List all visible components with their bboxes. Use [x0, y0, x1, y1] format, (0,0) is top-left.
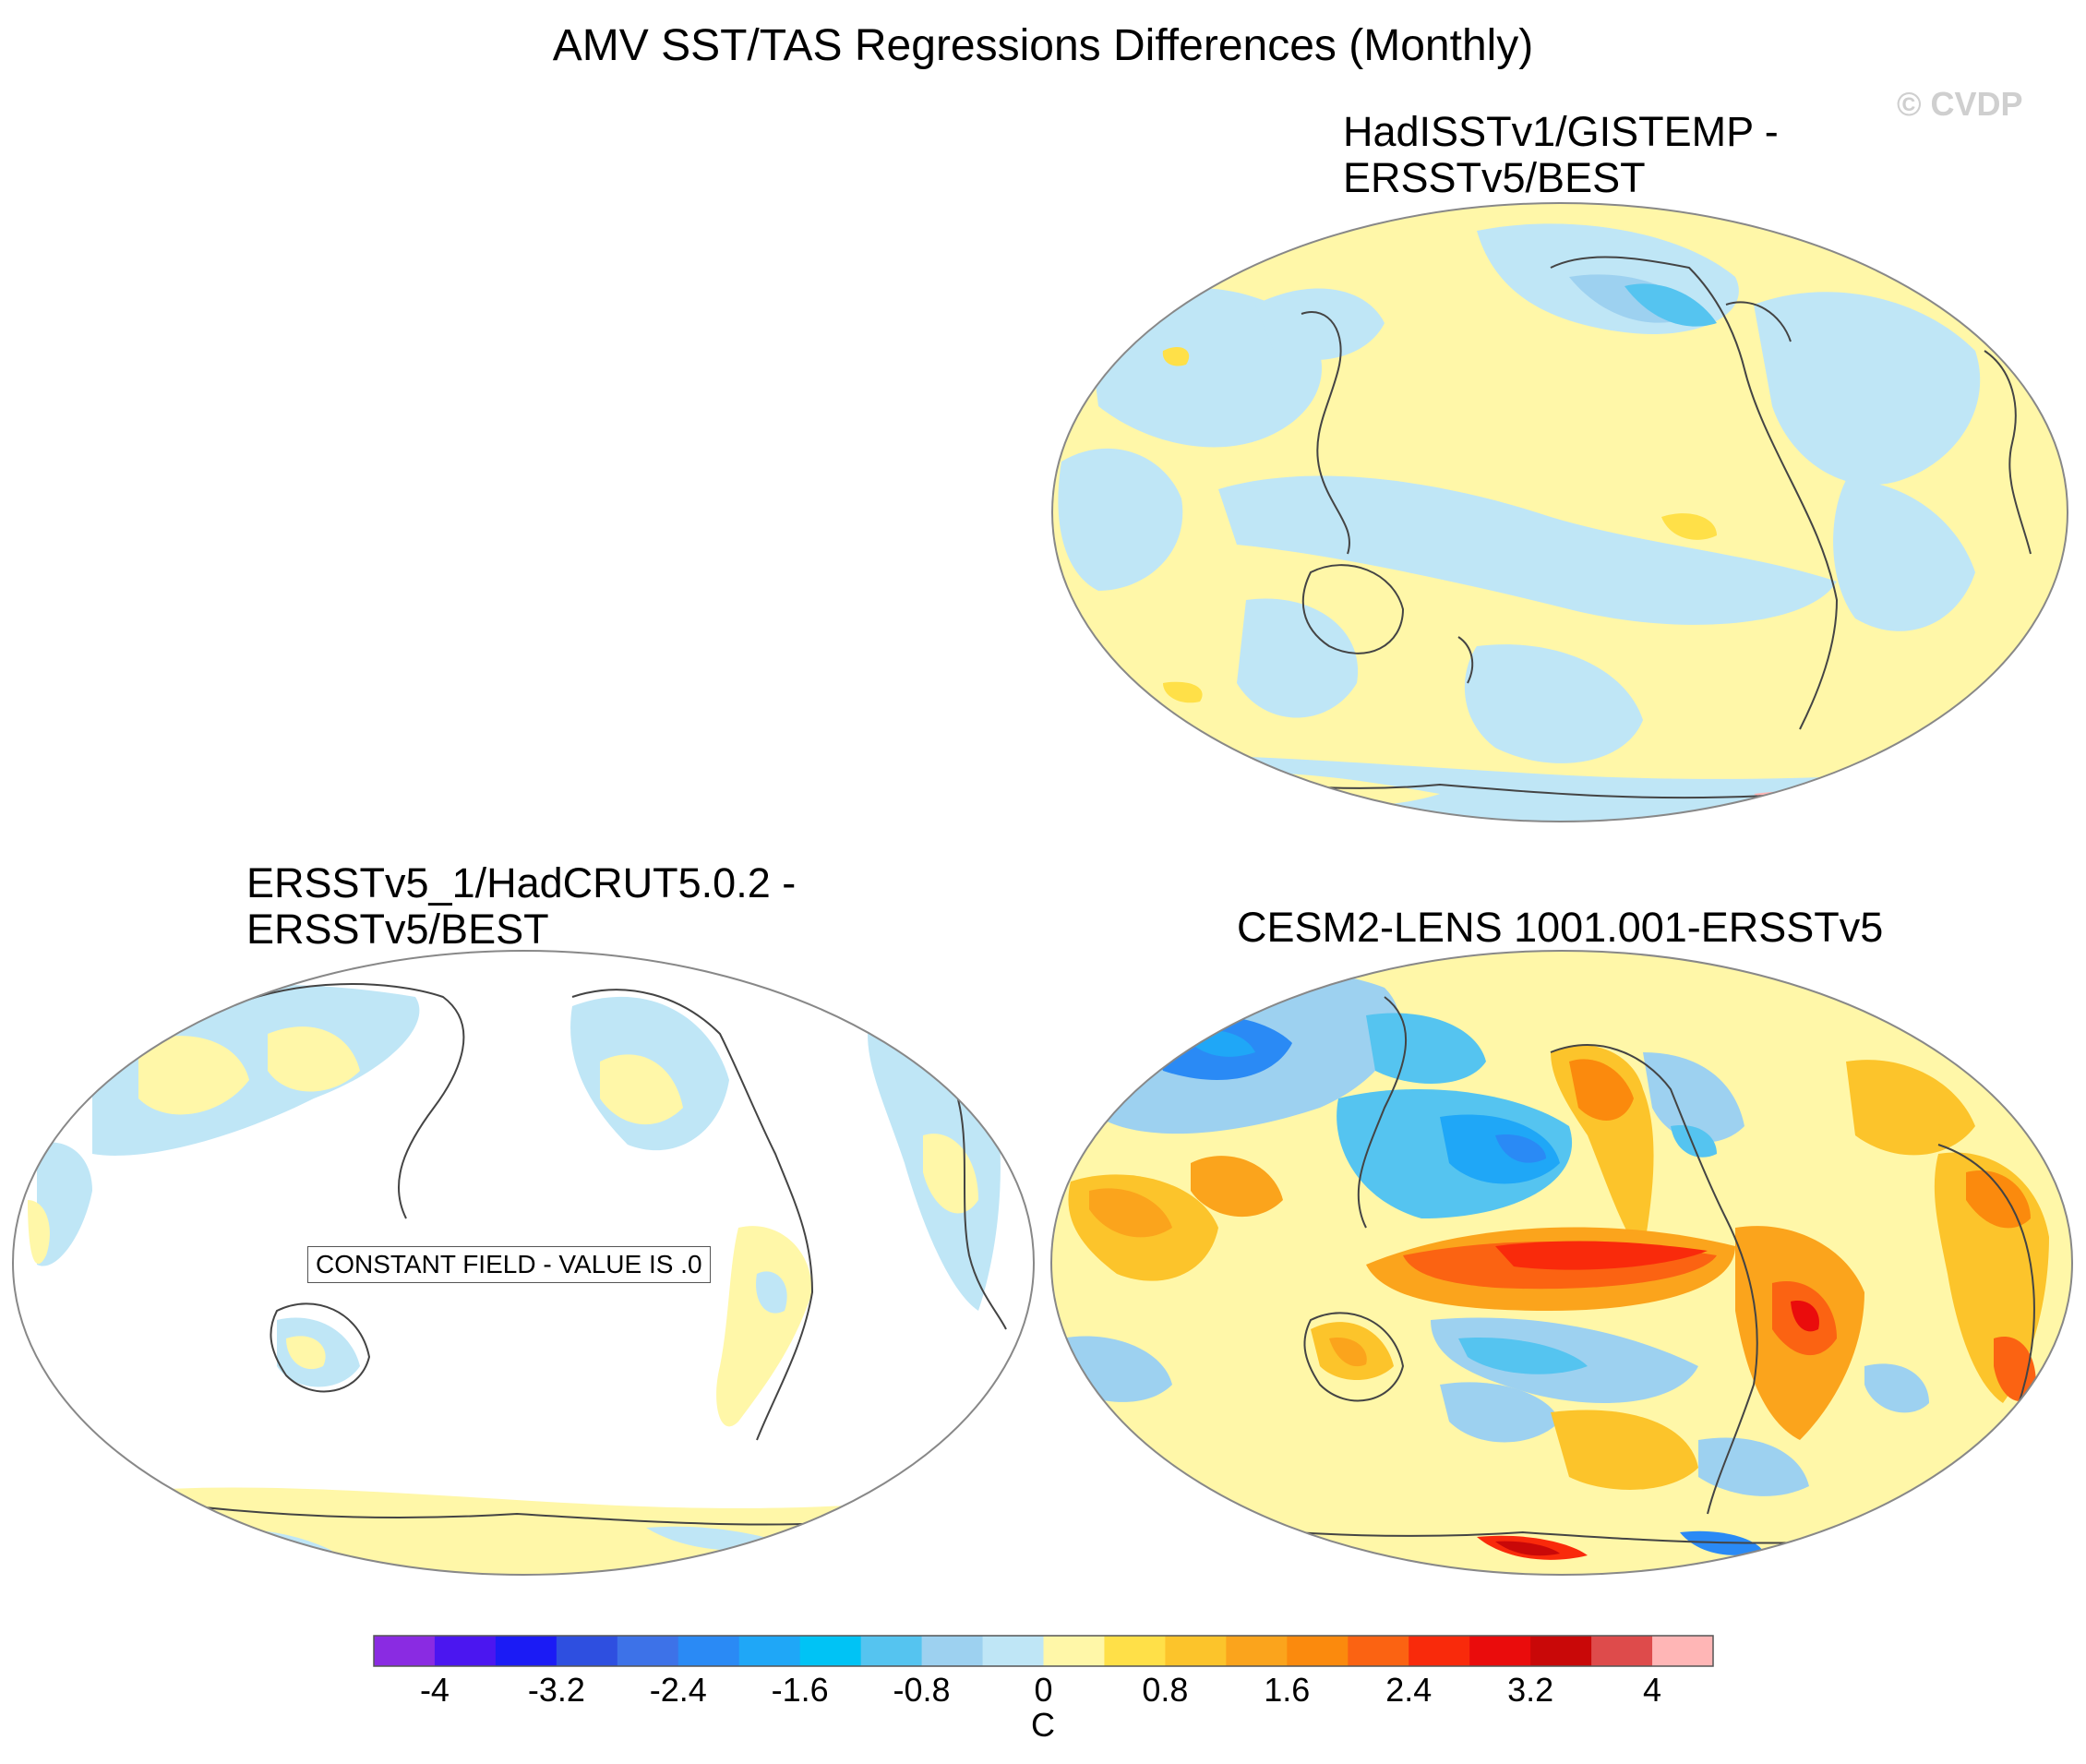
panel-title-line1: CESM2-LENS 1001.001-ERSSTv5 — [1237, 904, 1884, 951]
colorbar-swatch — [982, 1636, 1044, 1666]
colorbar — [373, 1635, 1714, 1667]
colorbar-tick-label: 0 — [1034, 1671, 1053, 1709]
watermark: © CVDP — [1897, 85, 2023, 123]
colorbar-tick-label: -2.4 — [649, 1671, 707, 1709]
colorbar-swatch — [374, 1636, 436, 1666]
colorbar-swatch — [1287, 1636, 1349, 1666]
colorbar-swatch — [1409, 1636, 1470, 1666]
colorbar-tick-label: 1.6 — [1264, 1671, 1311, 1709]
colorbar-tick-label: 2.4 — [1385, 1671, 1433, 1709]
map-panel-bottom-right — [1050, 950, 2073, 1576]
map-panel-top-right — [1051, 202, 2068, 822]
colorbar-tick-label: -3.2 — [527, 1671, 585, 1709]
colorbar-swatch — [1348, 1636, 1409, 1666]
colorbar-tick-label: -0.8 — [893, 1671, 951, 1709]
colorbar-swatch — [434, 1636, 497, 1666]
panel-title-bottom-left: ERSSTv5_1/HadCRUT5.0.2 - ERSSTv5/BEST — [246, 860, 796, 953]
panel-title-top-right: HadISSTv1/GISTEMP - ERSSTv5/BEST — [1343, 109, 1779, 201]
constant-field-note: CONSTANT FIELD - VALUE IS .0 — [307, 1246, 711, 1283]
colorbar-swatch — [1226, 1636, 1288, 1666]
colorbar-swatch — [1165, 1636, 1227, 1666]
panel-title-line2: ERSSTv5/BEST — [1343, 154, 1646, 201]
panel-title-line2: ERSSTv5/BEST — [246, 906, 549, 953]
panel-title-line1: ERSSTv5_1/HadCRUT5.0.2 - — [246, 859, 797, 906]
colorbar-swatch — [799, 1636, 862, 1666]
colorbar-swatch — [860, 1636, 923, 1666]
colorbar-tick-label: 4 — [1643, 1671, 1662, 1709]
colorbar-swatch — [1043, 1636, 1105, 1666]
colorbar-swatch — [738, 1636, 801, 1666]
colorbar-swatch — [677, 1636, 740, 1666]
colorbar-swatch — [921, 1636, 984, 1666]
panel-title-bottom-right: CESM2-LENS 1001.001-ERSSTv5 — [1237, 905, 1883, 951]
colorbar-swatch — [1104, 1636, 1166, 1666]
colorbar-swatch — [1652, 1636, 1714, 1666]
panel-title-line1: HadISSTv1/GISTEMP - — [1343, 108, 1779, 155]
colorbar-swatch — [617, 1636, 679, 1666]
figure-title: AMV SST/TAS Regressions Differences (Mon… — [552, 21, 1534, 70]
colorbar-swatch — [495, 1636, 557, 1666]
colorbar-swatch — [1530, 1636, 1592, 1666]
colorbar-tick-label: -1.6 — [771, 1671, 829, 1709]
colorbar-tick-label: -4 — [419, 1671, 450, 1709]
colorbar-frame — [373, 1635, 1714, 1667]
colorbar-swatch — [1591, 1636, 1653, 1666]
colorbar-swatch — [556, 1636, 618, 1666]
colorbar-swatch — [1469, 1636, 1531, 1666]
colorbar-units: C — [1031, 1706, 1055, 1744]
colorbar-tick-label: 3.2 — [1507, 1671, 1554, 1709]
colorbar-tick-label: 0.8 — [1142, 1671, 1189, 1709]
